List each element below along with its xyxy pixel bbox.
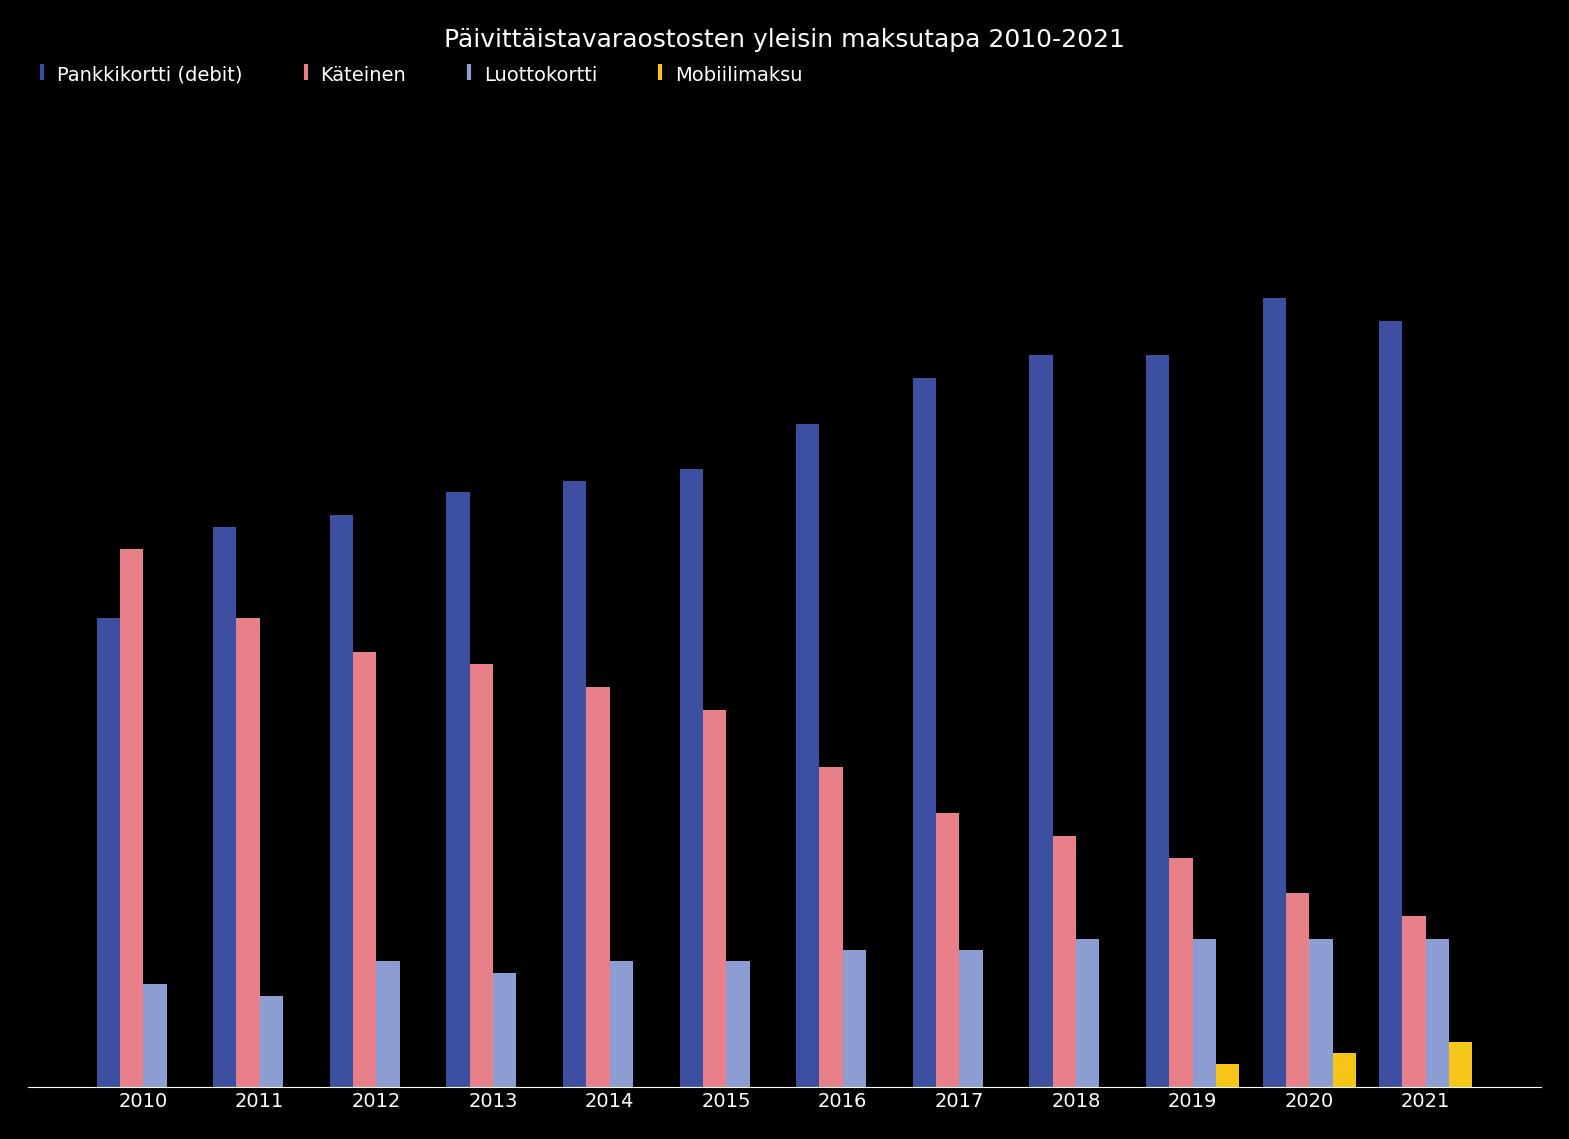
Bar bbox=[1426, 939, 1450, 1088]
Bar bbox=[1169, 859, 1192, 1088]
Bar bbox=[587, 687, 610, 1088]
Bar bbox=[1287, 893, 1309, 1088]
Bar bbox=[237, 618, 260, 1088]
Bar bbox=[843, 950, 866, 1088]
Bar bbox=[726, 961, 750, 1088]
Bar bbox=[1029, 355, 1053, 1088]
Bar bbox=[913, 378, 937, 1088]
Bar bbox=[1076, 939, 1100, 1088]
Bar bbox=[1332, 1054, 1356, 1088]
Bar bbox=[959, 950, 982, 1088]
Bar bbox=[1450, 1041, 1472, 1088]
Bar bbox=[819, 767, 843, 1088]
Bar bbox=[213, 526, 237, 1088]
Bar bbox=[1145, 355, 1169, 1088]
Bar bbox=[679, 469, 703, 1088]
Bar bbox=[119, 549, 143, 1088]
Bar bbox=[260, 995, 282, 1088]
Bar bbox=[1192, 939, 1216, 1088]
Bar bbox=[1263, 297, 1287, 1088]
Bar bbox=[563, 481, 587, 1088]
Bar bbox=[937, 813, 959, 1088]
Bar bbox=[143, 984, 166, 1088]
Bar bbox=[610, 961, 632, 1088]
Bar bbox=[469, 664, 493, 1088]
Bar bbox=[1379, 320, 1403, 1088]
Bar bbox=[446, 492, 469, 1088]
Bar bbox=[493, 973, 516, 1088]
Bar bbox=[795, 424, 819, 1088]
Title: Päivittäistavaraostosten yleisin maksutapa 2010-2021: Päivittäistavaraostosten yleisin maksuta… bbox=[444, 27, 1125, 51]
Legend: Pankkikortti (debit), Käteinen, Luottokortti, Mobiilimaksu: Pankkikortti (debit), Käteinen, Luottoko… bbox=[38, 63, 802, 87]
Bar bbox=[703, 710, 726, 1088]
Bar bbox=[1053, 836, 1076, 1088]
Bar bbox=[377, 961, 400, 1088]
Bar bbox=[353, 653, 377, 1088]
Bar bbox=[1309, 939, 1332, 1088]
Bar bbox=[1216, 1065, 1240, 1088]
Bar bbox=[329, 515, 353, 1088]
Bar bbox=[97, 618, 119, 1088]
Bar bbox=[1403, 916, 1426, 1088]
